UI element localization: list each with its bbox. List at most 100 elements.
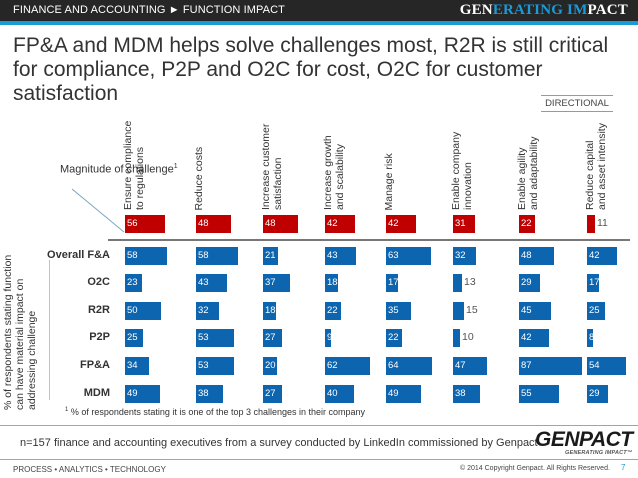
breadcrumb: FINANCE AND ACCOUNTING ► FUNCTION IMPACT [13, 4, 285, 16]
bar-value-label: 42 [521, 332, 532, 343]
brand-part1: GEN [459, 2, 493, 18]
impact-bar: 58 [125, 247, 167, 265]
bar-value-label: 38 [198, 388, 209, 399]
brand-part3: PACT [587, 2, 628, 18]
row-label: FP&A [80, 359, 110, 371]
bar-value-label: 21 [265, 250, 276, 261]
bar-value-label: 18 [265, 305, 276, 316]
footer-divider-bottom [0, 459, 638, 460]
impact-bar: 58 [196, 247, 238, 265]
impact-bar: 49 [125, 385, 160, 403]
bar-value-label: 31 [455, 218, 466, 229]
column-header-text: Reduce costs [193, 146, 205, 210]
page-title: FP&A and MDM helps solve challenges most… [13, 34, 609, 105]
top-bar: FINANCE AND ACCOUNTING ► FUNCTION IMPACT… [0, 0, 638, 21]
bar-value-label: 87 [521, 360, 532, 371]
bar-value-label: 45 [521, 305, 532, 316]
bar-value-label: 49 [127, 388, 138, 399]
column-header-text: Increase growth and scalability [322, 135, 346, 210]
impact-bar: 49 [386, 385, 421, 403]
impact-bar: 13 [453, 274, 476, 292]
genpact-logo-tagline: GENERATING IMPACT™ [565, 450, 633, 456]
bar-value-label: 43 [198, 277, 209, 288]
magnitude-label: Magnitude of challenge1 [60, 160, 178, 177]
column-header: Increase customer satisfaction [260, 110, 291, 210]
bar-value-label: 42 [388, 218, 399, 229]
impact-bar: 53 [196, 329, 234, 347]
impact-bar: 53 [196, 357, 234, 375]
impact-bar: 8 [587, 329, 595, 347]
impact-bar: 37 [263, 274, 290, 292]
page-number: 7 [621, 463, 626, 472]
magnitude-bar: 22 [519, 215, 535, 233]
bar-value-label: 55 [521, 388, 532, 399]
bar-value-label: 53 [198, 360, 209, 371]
bar-value-label: 11 [597, 217, 608, 229]
impact-bar: 27 [263, 385, 282, 403]
bar-value-label: 15 [466, 304, 478, 316]
impact-bar: 18 [325, 274, 338, 292]
impact-bar: 42 [519, 329, 549, 347]
impact-bar: 48 [519, 247, 554, 265]
bar-value-label: 17 [388, 277, 399, 288]
bar-value-label: 40 [327, 388, 338, 399]
row-label: Overall F&A [47, 249, 110, 261]
magnitude-label-text: Magnitude of challenge [60, 163, 174, 176]
bar-value-label: 27 [265, 388, 276, 399]
bar-value-label: 32 [455, 250, 466, 261]
impact-bar: 17 [386, 274, 399, 292]
bar-value-label: 43 [327, 250, 338, 261]
magnitude-footnote-marker: 1 [173, 163, 178, 170]
bar-value-label: 54 [589, 360, 600, 371]
impact-bar: 17 [587, 274, 600, 292]
bar-value-label: 38 [455, 388, 466, 399]
column-header: Increase growth and scalability [322, 110, 353, 210]
bar-value-label: 53 [198, 332, 209, 343]
bar-value-label: 23 [127, 277, 138, 288]
column-header: Enable agility and adaptability [516, 110, 547, 210]
sample-note: n=157 finance and accounting executives … [20, 437, 538, 449]
magnitude-bar: 11 [587, 215, 608, 233]
bar-value-label: 29 [521, 277, 532, 288]
leader-line [71, 188, 125, 233]
bar-value-label: 49 [388, 388, 399, 399]
impact-bar: 64 [386, 357, 432, 375]
bar-value-label: 56 [127, 218, 138, 229]
y-axis-label: % of respondents stating function can ha… [2, 254, 38, 410]
bar-value-label: 58 [127, 250, 138, 261]
bar-value-label: 22 [521, 218, 532, 229]
y-axis-bracket [49, 260, 50, 400]
bar-value-label: 25 [127, 332, 138, 343]
impact-bar: 35 [386, 302, 411, 320]
magnitude-bar: 48 [263, 215, 298, 233]
footnote-marker: 1 [65, 407, 69, 413]
impact-bar: 32 [196, 302, 219, 320]
impact-bar: 25 [125, 329, 143, 347]
impact-bar: 15 [453, 302, 478, 320]
directional-badge: DIRECTIONAL [541, 95, 613, 112]
impact-bar: 18 [263, 302, 276, 320]
bar-value-label: 25 [589, 305, 600, 316]
impact-bar: 22 [325, 302, 341, 320]
bar-value-label: 42 [327, 218, 338, 229]
bar-value-label: 20 [265, 360, 276, 371]
bar-value-label: 64 [388, 360, 399, 371]
footer-divider-top [0, 425, 638, 426]
genpact-logo: GENPACT [535, 428, 633, 451]
bar-value-label: 9 [327, 332, 333, 343]
header-accent-stripe [0, 21, 638, 25]
column-header-text: Reduce capital and asset intensity [584, 123, 608, 210]
bar-value-label: 8 [589, 332, 595, 343]
impact-bar: 38 [196, 385, 223, 403]
impact-bar: 10 [453, 329, 474, 347]
bar-value-label: 34 [127, 360, 138, 371]
row-label: MDM [83, 387, 110, 399]
magnitude-bar: 42 [386, 215, 416, 233]
magnitude-bar: 48 [196, 215, 231, 233]
column-header-text: Increase customer satisfaction [260, 123, 284, 210]
footnote: 1 % of respondents stating it is one of … [65, 407, 365, 417]
impact-bar: 34 [125, 357, 149, 375]
brand-part2: ERATING IM [492, 2, 588, 18]
impact-bar: 38 [453, 385, 480, 403]
bar-value-label: 27 [265, 332, 276, 343]
